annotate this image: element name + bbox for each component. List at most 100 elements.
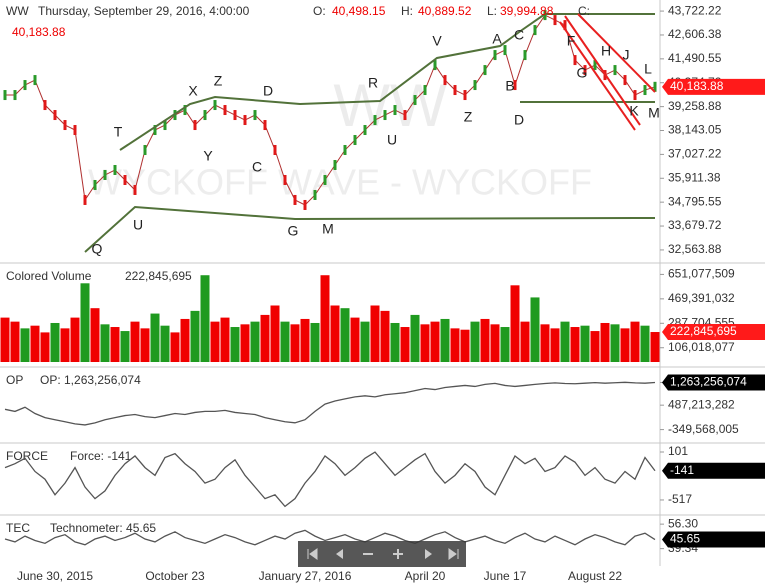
icon: [425, 549, 432, 559]
price-bar: [553, 15, 557, 26]
price-bar: [503, 45, 507, 56]
channel-line: [577, 13, 656, 93]
price-bar: [583, 65, 587, 76]
volume-bar: [200, 275, 210, 362]
ohlc-label: O:: [313, 4, 326, 18]
volume-bar: [600, 322, 610, 362]
price-bar: [623, 75, 627, 86]
support-line: [84, 205, 656, 253]
volume-bar: [210, 321, 220, 362]
wave-lines: [84, 13, 656, 253]
icon: [336, 549, 343, 559]
volume-bar: [20, 328, 30, 362]
volume-bar: [70, 317, 80, 362]
volume-bar: [130, 321, 140, 362]
nav-first[interactable]: [302, 544, 322, 564]
volume-bar: [40, 332, 50, 362]
volume-bar: [160, 325, 170, 362]
price-bar: [123, 174, 127, 185]
current-value-box: [662, 531, 765, 548]
price-bar: [103, 169, 107, 180]
volume-bar: [580, 325, 590, 362]
price-bar: [453, 85, 457, 96]
resistance-line: [119, 13, 655, 151]
volume-bar: [610, 324, 620, 362]
y-tick-label: -517: [668, 492, 692, 506]
icon: [448, 548, 459, 560]
wave-label: Q: [92, 241, 103, 257]
wave-label: R: [368, 75, 378, 91]
volume-bar: [640, 325, 650, 362]
y-tick-label: 39,258.88: [668, 99, 722, 113]
volume-bar: [190, 310, 200, 362]
wave-label: J: [623, 47, 630, 63]
price-bar: [273, 145, 277, 156]
current-value-box: [662, 324, 765, 341]
series-line: [4, 529, 656, 546]
panel-title: Colored Volume: [6, 269, 92, 283]
price-bar: [283, 174, 287, 185]
wave-label: H: [601, 43, 611, 59]
y-tick-label: 32,563.88: [668, 242, 722, 256]
volume-bar: [570, 327, 580, 362]
volume-bar: [280, 321, 290, 362]
volume-bar: [360, 321, 370, 362]
indicator-label: Technometer: 45.65: [50, 521, 156, 535]
watermark: WW: [333, 72, 447, 139]
volume-bar: [620, 328, 630, 362]
price-bar: [293, 194, 297, 205]
volume-bar: [240, 324, 250, 362]
wave-label: G: [577, 65, 588, 81]
ohlc-label: L:: [487, 4, 497, 18]
price-bar: [533, 25, 537, 36]
price-bar: [23, 80, 27, 91]
volume-bar: [120, 331, 130, 362]
current-value-label: 45.65: [670, 532, 700, 546]
price-bar: [423, 85, 427, 96]
nav-zoom-in[interactable]: [388, 544, 408, 564]
price-bar: [3, 90, 7, 101]
current-value-label: 40,183.88: [670, 79, 724, 93]
price-bar: [233, 110, 237, 121]
volume-bar: [220, 317, 230, 362]
price-bar: [153, 125, 157, 136]
price-bar: [73, 125, 77, 136]
volume-bar: [540, 324, 550, 362]
volume-bar: [530, 297, 540, 362]
price-bar: [253, 110, 257, 121]
volume-bar: [650, 332, 660, 362]
price-bar: [473, 80, 477, 91]
price-bar: [523, 50, 527, 61]
y-tick-label: 43,722.22: [668, 3, 722, 17]
volume-bar: [250, 321, 260, 362]
ohlc-value: 40,498.15: [332, 4, 386, 18]
current-value-box: [662, 462, 765, 479]
symbol: WW: [6, 4, 29, 18]
current-value-box: [662, 374, 765, 391]
volume-bar: [490, 324, 500, 362]
panel-title: TEC: [6, 521, 30, 535]
wave-label: D: [263, 83, 273, 99]
price-bar: [463, 90, 467, 101]
wave-label: M: [322, 221, 334, 237]
price-bar: [573, 55, 577, 66]
wave-label: Z: [214, 73, 223, 89]
nav-zoom-out[interactable]: [358, 544, 378, 564]
price-bar: [393, 105, 397, 116]
wave-label: V: [432, 33, 442, 49]
nav-next[interactable]: [418, 544, 438, 564]
volume-bar: [370, 305, 380, 362]
nav-last[interactable]: [444, 544, 464, 564]
indicator-label: OP: 1,263,256,074: [40, 373, 141, 387]
nav-bar: [298, 541, 466, 567]
series-line: [4, 381, 656, 426]
icon: [307, 548, 318, 560]
wave-label: F: [567, 33, 576, 49]
price-bar: [493, 50, 497, 61]
volume-bar: [0, 317, 10, 362]
price-bar: [383, 110, 387, 121]
volume-bar: [10, 321, 20, 362]
nav-prev[interactable]: [328, 544, 348, 564]
